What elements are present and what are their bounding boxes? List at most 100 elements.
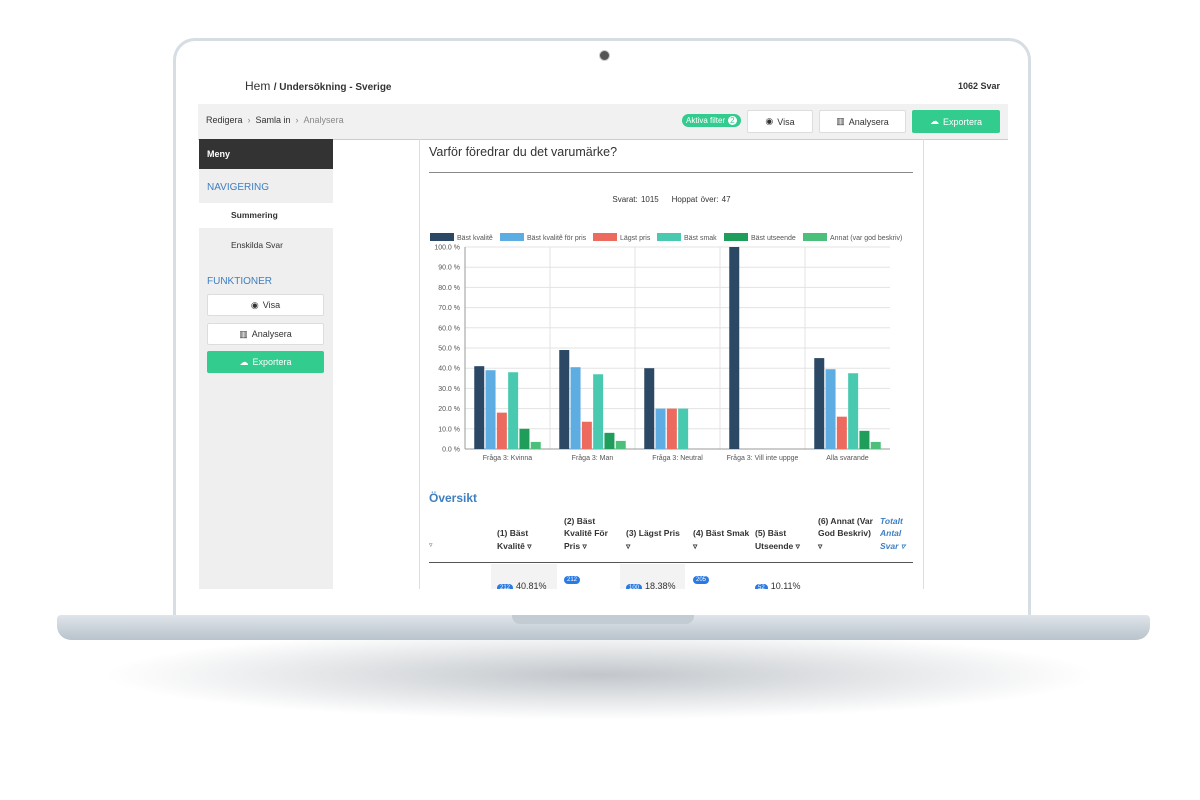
- legend-label: Bäst smak: [684, 235, 717, 242]
- response-count: 1062 Svar: [957, 81, 1000, 91]
- legend-swatch: [803, 233, 827, 241]
- overview-title: Översikt: [429, 491, 478, 505]
- y-tick-label: 10.0 %: [438, 426, 460, 433]
- filter-count: 2: [728, 116, 737, 125]
- bar: [604, 432, 615, 449]
- table-row: 212 40.81% 212 100 18.38% 205 52 10.11%: [420, 573, 923, 589]
- stats: Svarat: 1015 Hoppat över: 47: [420, 195, 923, 204]
- bar: [519, 428, 530, 449]
- legend-swatch: [657, 233, 681, 241]
- legend-label: Bäst kvalitê: [457, 235, 493, 242]
- column-label: (2) Bäst Kvalitê För Pris: [564, 515, 608, 551]
- legend-swatch: [593, 233, 617, 241]
- sidebar: Meny NAVIGERING Summering Enskilda Svar …: [199, 139, 333, 589]
- legend-label: Bäst kvalitê för pris: [527, 235, 587, 242]
- y-tick-label: 60.0 %: [438, 325, 460, 332]
- bar: [530, 441, 541, 449]
- divider: [429, 562, 913, 563]
- header: Hem / Undersökning - Sverige: [245, 79, 392, 93]
- column-label: (5) Bäst Utseende: [755, 528, 794, 551]
- bar: [644, 368, 655, 449]
- section-heading: NAVIGERING: [207, 182, 270, 193]
- button[interactable]: ◉ Visa: [747, 110, 813, 133]
- nav-item[interactable]: Summering: [199, 203, 333, 228]
- table-cell: 212: [564, 573, 581, 584]
- column-header[interactable]: (2) Bäst Kvalitê För Pris ▿: [564, 515, 608, 551]
- label: Exportera: [252, 357, 292, 367]
- count-badge: 100: [626, 584, 643, 589]
- legend-label: Annat (var god beskriv): [830, 235, 902, 242]
- bar: [485, 370, 496, 449]
- y-tick-label: 50.0 %: [438, 346, 460, 353]
- bar: [655, 408, 666, 449]
- count-badge: 212: [497, 584, 514, 589]
- bar: [825, 369, 836, 449]
- y-tick-label: 30.0 %: [438, 386, 460, 393]
- chart: 0.0 % 10.0 % 20.0 % 30.0 % 40.0 % 50.0 % 60.0 …: [430, 233, 902, 462]
- column-label: (1) Bäst Kvalitê: [497, 528, 529, 551]
- label: Analysera: [251, 329, 292, 339]
- breadcrumb: / Undersökning - Sverige: [273, 82, 392, 93]
- percent: 10.11%: [770, 581, 801, 589]
- y-tick-label: 0.0 %: [442, 447, 460, 454]
- bar: [496, 412, 507, 449]
- notch: [512, 615, 694, 624]
- x-tick-label: Alla svarande: [826, 455, 869, 462]
- nav-item[interactable]: Enskilda Svar: [231, 240, 283, 250]
- column-label: (3) Lägst Pris: [626, 528, 680, 538]
- table-cell: 100 18.38%: [626, 581, 676, 589]
- column-header[interactable]: (1) Bäst Kvalitê ▿: [497, 528, 532, 551]
- bar: [581, 421, 592, 449]
- filter-badge[interactable]: Aktiva filter 2: [682, 114, 741, 127]
- label: Hoppat över: 47: [671, 195, 731, 204]
- count-badge: 52: [755, 584, 768, 589]
- table-cell: 52 10.11%: [755, 581, 801, 589]
- button[interactable]: ◉ Visa: [207, 294, 324, 316]
- sort-icon: ▿: [429, 542, 433, 549]
- button[interactable]: ▥ Analysera: [819, 110, 906, 133]
- step[interactable]: Samla in: [255, 115, 291, 125]
- bar: [848, 373, 859, 449]
- step[interactable]: Redigera: [206, 115, 243, 125]
- x-tick-label: Fråga 3: Kvinna: [483, 454, 533, 462]
- step[interactable]: Analysera: [303, 115, 344, 125]
- column-header[interactable]: Totalt Antal Svar ▿: [880, 515, 906, 551]
- label: Visa: [262, 300, 281, 310]
- section-heading: FUNKTIONER: [207, 276, 272, 287]
- bar: [559, 350, 570, 449]
- bar: [593, 374, 604, 449]
- home-link[interactable]: Hem: [245, 79, 271, 93]
- table-cell: 205: [693, 573, 710, 584]
- column-header[interactable]: (5) Bäst Utseende ▿: [755, 528, 800, 551]
- column-header[interactable]: (6) Annat (Var God Beskriv) ▿: [818, 515, 873, 551]
- x-tick-label: Fråga 3: Vill inte uppge: [727, 454, 799, 462]
- bar: [570, 367, 581, 449]
- count-badge: 212: [564, 576, 581, 584]
- button[interactable]: ☁ Exportera: [207, 351, 324, 373]
- y-tick-label: 80.0 %: [438, 285, 460, 292]
- button[interactable]: ▥ Analysera: [207, 323, 324, 345]
- column-header[interactable]: (3) Lägst Pris ▿: [626, 528, 680, 551]
- bar: [729, 247, 740, 449]
- y-tick-label: 90.0 %: [438, 265, 460, 272]
- bar: [666, 408, 677, 449]
- table-header: ▿ (1) Bäst Kvalitê ▿ (2) Bäst Kvalitê För …: [420, 511, 923, 552]
- question-card: Varför föredrar du det varumärke? Svarat…: [419, 139, 924, 589]
- x-tick-label: Fråga 3: Man: [572, 454, 614, 462]
- column-label: (4) Bäst Smak: [693, 528, 750, 538]
- question-title: Varför föredrar du det varumärke?: [429, 145, 618, 159]
- x-tick-label: Fråga 3: Neutral: [652, 454, 703, 462]
- bar: [836, 416, 847, 449]
- button[interactable]: ☁ Exportera: [912, 110, 1000, 133]
- column-label: Totalt Antal Svar: [880, 515, 903, 551]
- column-label: (6) Annat (Var God Beskriv): [818, 515, 873, 539]
- screen: Hem / Undersökning - Sverige 1062 Svar R…: [198, 70, 1008, 589]
- label: Svarat: 1015: [612, 195, 659, 204]
- bar: [615, 440, 626, 449]
- camera: [599, 50, 610, 61]
- bar: [678, 408, 689, 449]
- divider: [429, 172, 913, 173]
- bar: [474, 366, 485, 449]
- column-header[interactable]: (4) Bäst Smak ▿: [693, 528, 750, 551]
